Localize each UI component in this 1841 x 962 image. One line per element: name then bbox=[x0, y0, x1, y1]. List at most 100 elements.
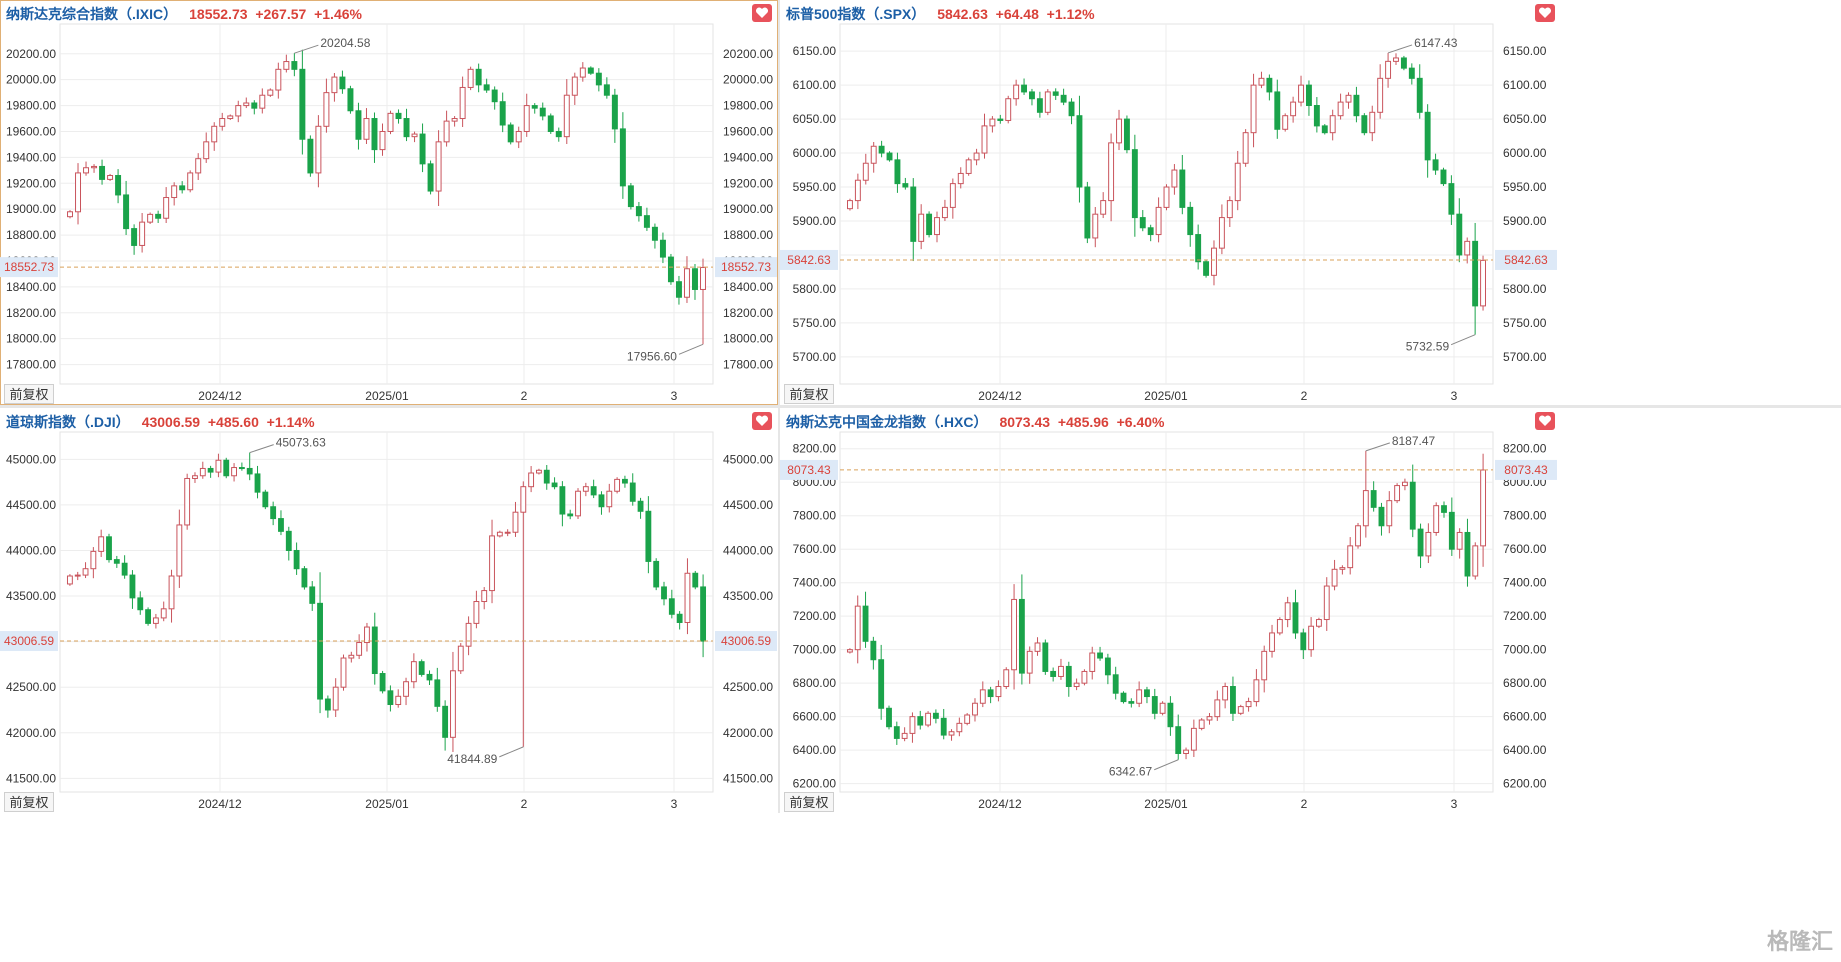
candle-body bbox=[1282, 115, 1289, 130]
candle-body bbox=[1416, 77, 1423, 113]
y-tick-label-right: 6600.00 bbox=[1503, 710, 1547, 724]
y-tick-label-right: 6400.00 bbox=[1503, 743, 1547, 757]
favorite-heart-icon[interactable] bbox=[1535, 4, 1555, 22]
last-price-box-left bbox=[0, 257, 58, 278]
candle-body bbox=[1159, 702, 1166, 714]
candle-body bbox=[1005, 98, 1012, 121]
candle-body bbox=[973, 152, 980, 161]
candle-body bbox=[563, 94, 570, 138]
candle-body bbox=[571, 76, 578, 96]
candle-body bbox=[450, 670, 456, 738]
candle-body bbox=[1171, 169, 1178, 188]
x-tick-label: 3 bbox=[1451, 389, 1458, 403]
candle-body bbox=[1021, 84, 1028, 93]
panel-ixic[interactable]: 纳斯达克综合指数（.IXIC） 18552.73 +267.57 +1.46% 1… bbox=[0, 0, 778, 405]
candle-body bbox=[1084, 186, 1091, 239]
y-tick-label-right: 6000.00 bbox=[1503, 146, 1547, 160]
candle-body bbox=[645, 510, 652, 562]
candle-body bbox=[611, 94, 618, 130]
candle-body bbox=[332, 686, 339, 711]
favorite-heart-icon[interactable] bbox=[752, 4, 772, 22]
y-tick-label-left: 5900.00 bbox=[793, 214, 837, 228]
low-label: 17956.60 bbox=[627, 349, 677, 363]
reset-tag-button[interactable]: 前复权 bbox=[4, 792, 54, 812]
watermark-logo: 格隆汇 bbox=[1766, 929, 1833, 954]
candle-body bbox=[301, 568, 308, 588]
candle-body bbox=[547, 115, 554, 132]
candle-body bbox=[1131, 149, 1138, 219]
y-tick-label-left: 6400.00 bbox=[793, 743, 837, 757]
high-label: 8187.47 bbox=[1392, 434, 1436, 448]
candle-body bbox=[371, 626, 378, 675]
x-tick-label: 2 bbox=[1301, 797, 1308, 811]
low-label: 6342.67 bbox=[1109, 765, 1153, 779]
candle-body bbox=[176, 524, 183, 577]
candle-body bbox=[1417, 528, 1424, 557]
candle-body bbox=[910, 186, 917, 242]
candle-body bbox=[489, 535, 495, 592]
y-tick-label-right: 43500.00 bbox=[723, 589, 773, 603]
horizontal-divider bbox=[0, 405, 1841, 408]
reset-tag-button[interactable]: 前复权 bbox=[4, 384, 54, 404]
candlestick-chart-ixic[interactable]: 17800.00 17800.00 18000.00 18000.00 18200.00… bbox=[0, 0, 778, 405]
candle-body bbox=[575, 490, 581, 517]
last-price-label-left: 43006.59 bbox=[4, 634, 54, 648]
candle-body bbox=[1284, 602, 1291, 621]
candle-body bbox=[395, 112, 402, 120]
last-price-box-right bbox=[1495, 249, 1557, 270]
candle-body bbox=[1321, 125, 1328, 134]
favorite-heart-icon[interactable] bbox=[752, 412, 772, 430]
candle-body bbox=[1329, 115, 1336, 134]
candle-body bbox=[878, 145, 885, 154]
reset-tag-button[interactable]: 前复权 bbox=[784, 792, 834, 812]
x-tick-label: 3 bbox=[671, 797, 678, 811]
candle-body bbox=[1345, 94, 1352, 103]
y-tick-label-right: 5900.00 bbox=[1503, 214, 1547, 228]
candle-body bbox=[184, 477, 191, 526]
candlestick-chart-dji[interactable]: 41500.00 41500.00 42000.00 42000.00 42500.00… bbox=[0, 408, 778, 813]
candlestick-chart-spx[interactable]: 5700.00 5700.00 5750.00 5750.00 5800.00 5800.… bbox=[780, 0, 1841, 405]
candle-body bbox=[426, 673, 433, 681]
candle-body bbox=[66, 575, 73, 585]
panel-hxc[interactable]: 纳斯达克中国金龙指数（.HXC） 8073.43 +485.96 +6.40% 6… bbox=[780, 408, 1841, 813]
candle-body bbox=[1393, 57, 1399, 62]
candle-body bbox=[893, 726, 900, 739]
candle-body bbox=[1003, 669, 1010, 688]
candle-body bbox=[918, 213, 925, 242]
y-tick-label-right: 18000.00 bbox=[723, 332, 773, 346]
candle-body bbox=[395, 695, 402, 706]
reset-tag-button[interactable]: 前复权 bbox=[784, 384, 834, 404]
candle-body bbox=[1203, 261, 1210, 276]
candle-body bbox=[481, 590, 488, 603]
candle-body bbox=[847, 200, 853, 210]
candle-body bbox=[207, 467, 214, 473]
candle-body bbox=[355, 110, 362, 140]
candle-body bbox=[1440, 169, 1447, 185]
candle-body bbox=[403, 118, 410, 138]
candle-body bbox=[621, 478, 628, 484]
y-tick-label-right: 8200.00 bbox=[1503, 442, 1547, 456]
y-tick-label-left: 43500.00 bbox=[6, 589, 56, 603]
x-tick-label: 2024/12 bbox=[978, 797, 1022, 811]
candle-body bbox=[403, 681, 409, 697]
candle-body bbox=[1480, 259, 1486, 307]
y-tick-label-left: 19600.00 bbox=[6, 124, 56, 138]
candle-body bbox=[251, 102, 258, 109]
y-tick-label-right: 19800.00 bbox=[723, 99, 773, 113]
candle-body bbox=[1456, 213, 1463, 256]
candle-body bbox=[1401, 481, 1408, 487]
candle-body bbox=[163, 197, 170, 219]
y-tick-label-left: 18800.00 bbox=[6, 228, 56, 242]
candle-body bbox=[964, 714, 971, 724]
candlestick-chart-hxc[interactable]: 6200.00 6200.00 6400.00 6400.00 6600.00 6600.… bbox=[780, 408, 1841, 813]
candle-body bbox=[854, 179, 861, 202]
index-quote: 18552.73 +267.57 +1.46% bbox=[189, 6, 362, 22]
panel-spx[interactable]: 标普500指数（.SPX） 5842.63 +64.48 +1.12% 5700.… bbox=[780, 0, 1841, 405]
favorite-heart-icon[interactable] bbox=[1535, 412, 1555, 430]
candle-body bbox=[267, 89, 274, 96]
candle-body bbox=[215, 459, 222, 473]
last-price-box-left bbox=[780, 249, 838, 270]
candle-body bbox=[1337, 101, 1344, 117]
panel-dji[interactable]: 道琼斯指数（.DJI） 43006.59 +485.60 +1.14% 41500… bbox=[0, 408, 778, 813]
candle-body bbox=[1339, 567, 1346, 570]
